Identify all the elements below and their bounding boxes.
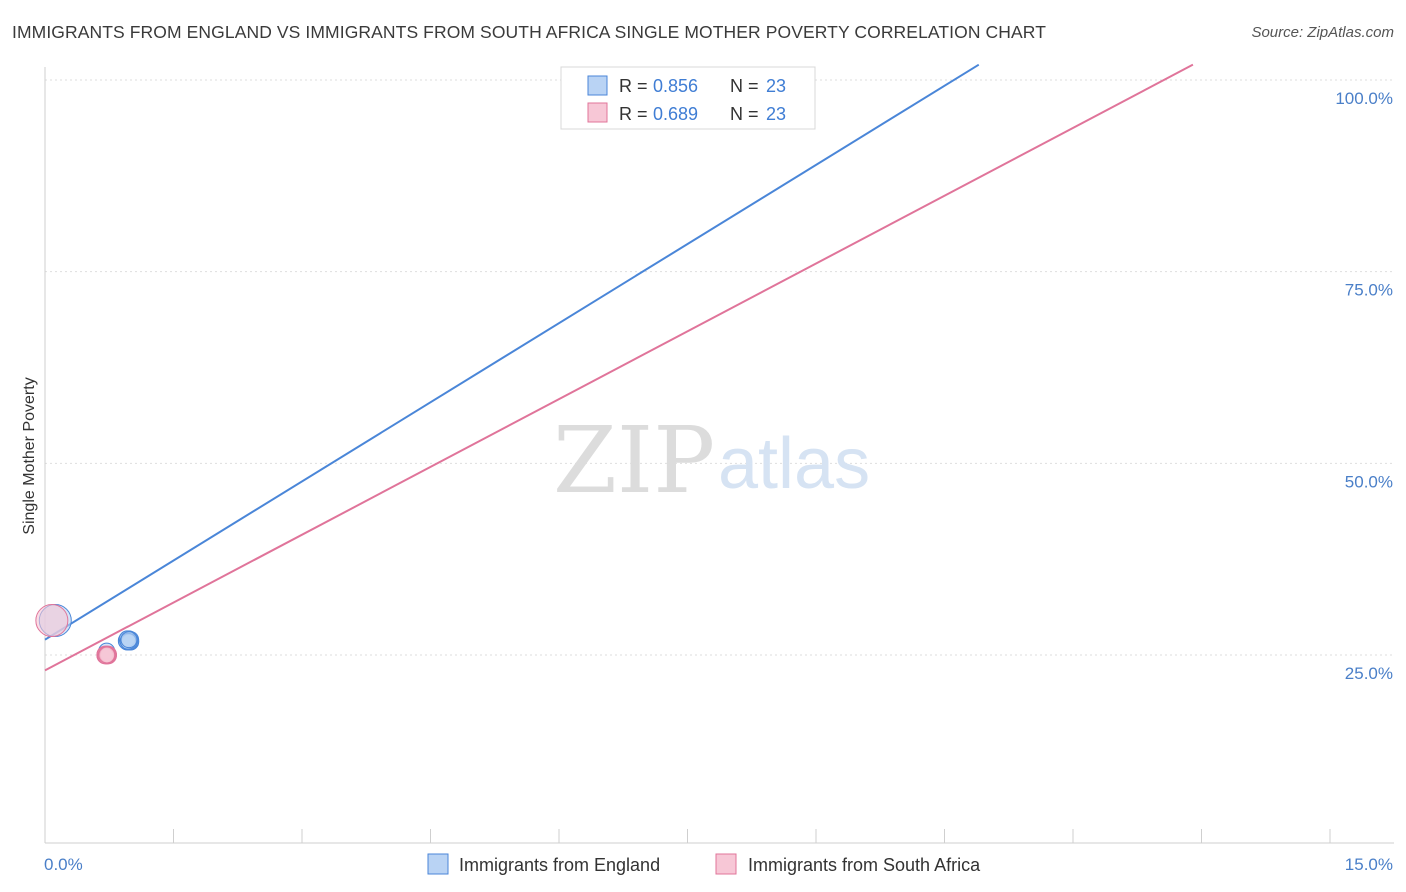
y-axis-label: Single Mother Poverty <box>21 377 38 534</box>
source-label: Source: ZipAtlas.com <box>1251 24 1394 41</box>
y-tick-label-1: 50.0% <box>1345 472 1393 491</box>
y-tick-label-2: 75.0% <box>1345 281 1393 300</box>
bottom-legend-swatch-england <box>427 853 449 875</box>
legend-r-label-south-africa: R = <box>619 104 648 124</box>
top-legend: R = 0.856 N = 23 R = 0.689 N = 23 <box>560 66 816 130</box>
legend-n-label-south-africa: N = <box>730 104 759 124</box>
point-s1-0 <box>35 604 69 637</box>
legend-r-label-england: R = <box>619 76 648 96</box>
chart-title: IMMIGRANTS FROM ENGLAND VS IMMIGRANTS FR… <box>12 22 1047 42</box>
bottom-legend-label-south-africa: Immigrants from South Africa <box>748 855 981 875</box>
x-tick-label-1: 15.0% <box>1345 855 1393 874</box>
legend-r-value-england: 0.856 <box>653 76 698 96</box>
watermark-atlas: atlas <box>718 424 870 504</box>
point-s0-22 <box>120 631 138 649</box>
legend-swatch-south-africa <box>587 102 608 123</box>
point-s1-22 <box>98 646 116 664</box>
legend-n-value-south-africa: 23 <box>766 104 786 124</box>
bottom-legend-swatch-south-africa <box>715 853 737 875</box>
legend-r-value-south-africa: 0.689 <box>653 104 698 124</box>
legend-n-value-england: 23 <box>766 76 786 96</box>
watermark-zip: ZIP <box>553 407 715 514</box>
trend-line-0 <box>44 63 980 641</box>
y-tick-label-3: 100.0% <box>1335 89 1393 108</box>
y-tick-label-0: 25.0% <box>1345 664 1393 683</box>
bottom-legend-label-england: Immigrants from England <box>459 855 660 875</box>
legend-swatch-england <box>587 75 608 96</box>
legend-n-label-england: N = <box>730 76 759 96</box>
x-tick-label-0: 0.0% <box>44 855 83 874</box>
bottom-legend: Immigrants from England Immigrants from … <box>427 853 981 875</box>
trend-line-1 <box>44 63 1194 672</box>
